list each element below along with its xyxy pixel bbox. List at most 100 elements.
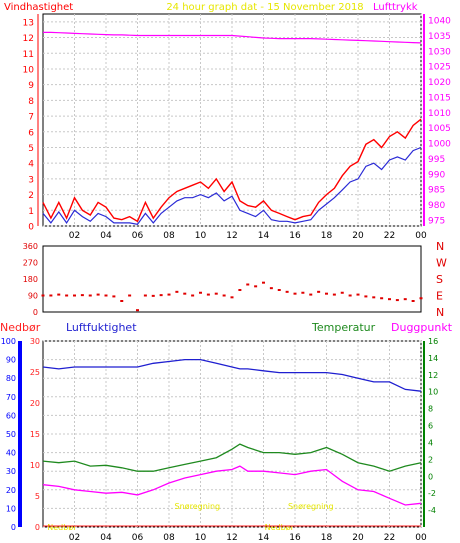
compass-label: N xyxy=(436,306,444,319)
direction-point xyxy=(277,289,281,291)
direction-point xyxy=(41,294,45,297)
wind-tick-label: 4 xyxy=(28,160,34,170)
direction-point xyxy=(65,294,69,297)
time-tick-label: 16 xyxy=(289,231,301,241)
direction-point xyxy=(301,291,305,294)
direction-point xyxy=(246,283,250,286)
time-tick-label: 08 xyxy=(163,533,175,543)
humidity-temperature-panel: Nedbør Luftfuktighet Temperatur Duggpunk… xyxy=(0,321,453,543)
time-tick-label: 10 xyxy=(195,533,207,543)
wind-tick-label: 11 xyxy=(23,50,34,60)
precip-tick-label: 70 xyxy=(6,393,16,402)
humidity-temperature-series xyxy=(42,358,422,506)
humidity-scale-tick: 30 xyxy=(30,337,40,346)
pressure-tick-label: 1030 xyxy=(428,47,451,57)
wind_gust-line xyxy=(42,118,422,223)
wind-tick-label: 8 xyxy=(28,97,34,107)
direction-point xyxy=(104,294,108,297)
wind-tick-label: 3 xyxy=(28,175,34,185)
direction-point xyxy=(73,294,76,297)
direction-point xyxy=(230,296,234,299)
wind-pressure-panel: 24 hour graph dat - 15 November 2018 Vin… xyxy=(4,2,451,241)
pressure-line xyxy=(43,31,422,44)
temperature-tick-label: 4 xyxy=(428,438,433,447)
humidity-scale-tick: 25 xyxy=(30,368,40,377)
direction-point xyxy=(191,294,195,297)
time-tick-label: 06 xyxy=(132,231,144,241)
pressure-tick-label: 980 xyxy=(428,201,445,211)
wind-tick-label: 10 xyxy=(23,65,35,75)
direction-point xyxy=(183,292,187,295)
precip-tick-label: 50 xyxy=(6,430,16,439)
wind-tick-label: 13 xyxy=(23,18,34,28)
time-tick-label: 12 xyxy=(226,231,237,241)
temperature-tick-label: 14 xyxy=(428,354,438,363)
direction-point xyxy=(136,309,139,312)
humidity-scale-tick: 20 xyxy=(30,399,40,408)
compass-label: S xyxy=(436,273,443,286)
temperature-line xyxy=(42,443,422,472)
direction-point xyxy=(395,299,399,302)
pressure-tick-label: 975 xyxy=(428,216,445,226)
precip-annotation: Snøregning xyxy=(175,502,221,511)
pressure-tick-label: 990 xyxy=(428,170,445,180)
precip-tick-label: 60 xyxy=(6,411,16,420)
time-tick-label: 20 xyxy=(352,533,364,543)
direction-point xyxy=(206,293,210,296)
precip-tick-label: 10 xyxy=(6,504,16,513)
pressure-tick-label: 1010 xyxy=(428,109,451,119)
dewpoint-line xyxy=(42,465,422,506)
humidity-scale-tick: 0 xyxy=(35,523,40,532)
precip-tick-label: 40 xyxy=(6,449,16,458)
temperature-tick-label: 16 xyxy=(428,337,438,346)
time-axis-ticks: 02 04 06 08 10 12 14 16 18 20 22 00 xyxy=(69,231,427,241)
direction-point xyxy=(340,291,344,294)
direction-point xyxy=(151,294,155,297)
direction-point xyxy=(380,297,384,300)
temperature-tick-label: 12 xyxy=(428,371,438,380)
temperature-tick-label: 8 xyxy=(428,405,433,414)
direction-point xyxy=(364,295,368,298)
time-tick-label: 02 xyxy=(69,533,80,543)
direction-point xyxy=(175,290,179,293)
pressure-tick-label: 1040 xyxy=(428,17,451,27)
direction-point xyxy=(143,294,147,297)
precipitation-axis-ticks: 0 10 20 30 40 50 60 70 80 90 100 xyxy=(1,337,22,532)
wind-tick-label: 1 xyxy=(28,207,34,217)
wind-pressure-grid xyxy=(43,14,422,227)
direction-point xyxy=(128,294,132,297)
precip-tick-label: 90 xyxy=(6,356,16,365)
legend-precipitation: Nedbør xyxy=(0,321,41,334)
time-tick-label: 04 xyxy=(100,533,112,543)
direction-point xyxy=(238,289,242,291)
legend-humidity: Luftfuktighet xyxy=(66,321,137,334)
direction-point xyxy=(325,292,328,295)
direction-point xyxy=(120,300,124,302)
temperature-tick-label: 0 xyxy=(428,472,433,481)
wind-direction-points xyxy=(41,281,423,312)
time-tick-label: 14 xyxy=(258,533,270,543)
direction-point xyxy=(254,285,258,288)
precip-tick-label: 0 xyxy=(11,523,16,532)
temperature-tick-label: -2 xyxy=(428,489,436,498)
direction-tick-label: 0 xyxy=(33,308,38,317)
direction-point xyxy=(262,281,265,284)
legend-temperature: Temperatur xyxy=(311,321,376,334)
pressure-tick-label: 1020 xyxy=(428,78,451,88)
direction-point xyxy=(167,293,171,296)
direction-point xyxy=(159,294,163,297)
direction-tick-label: 270 xyxy=(23,259,38,268)
direction-point xyxy=(419,297,423,300)
direction-point xyxy=(348,294,352,297)
direction-point xyxy=(96,293,100,296)
precipitation-annotations: Snøregning Snøregning Nedbør Nedbør xyxy=(43,502,421,532)
direction-point xyxy=(269,287,273,290)
time-tick-label: 08 xyxy=(163,231,175,241)
direction-point xyxy=(57,293,61,296)
time-tick-label: 04 xyxy=(100,231,112,241)
time-tick-label: 22 xyxy=(384,533,395,543)
pressure-label: Lufttrykk xyxy=(373,2,418,13)
time-axis-ticks-bottom: 02 04 06 08 10 12 14 16 18 20 22 00 xyxy=(69,533,427,543)
